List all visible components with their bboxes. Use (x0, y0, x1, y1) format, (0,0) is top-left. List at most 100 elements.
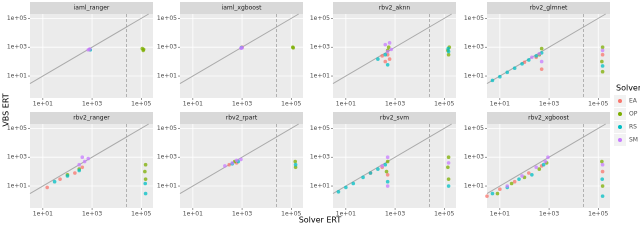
y-tick-label: 1e+01 (464, 73, 484, 80)
point (534, 165, 538, 170)
facet-title: rbv2_ranger (73, 115, 110, 122)
y-tick-label: 1e+05 (157, 15, 177, 22)
point (600, 194, 605, 198)
y-tick-label: 1e+03 (157, 44, 177, 51)
x-axis-label: Solver ERT (299, 216, 342, 225)
x-tick-label: 1e+05 (281, 101, 301, 108)
point (600, 64, 605, 68)
point (383, 59, 388, 64)
point (541, 162, 546, 167)
y-tick-label: 1e+03 (7, 154, 27, 161)
legend-marker (618, 112, 622, 116)
point (376, 167, 380, 171)
point (600, 184, 605, 188)
x-tick-label: 1e+03 (539, 211, 559, 218)
point (385, 173, 390, 177)
point (537, 167, 542, 171)
y-tick-label: 1e+05 (7, 125, 27, 132)
legend-label: OP (629, 111, 638, 118)
y-tick-label: 1e+03 (310, 154, 330, 161)
y-tick-label: 1e+03 (464, 44, 484, 51)
legend-title: Solver (616, 84, 640, 93)
point (239, 157, 243, 162)
x-tick-label: 1e+03 (82, 101, 102, 108)
x-tick-label: 1e+03 (385, 211, 405, 218)
point (600, 52, 605, 57)
point (498, 187, 502, 192)
legend-label: EA (629, 98, 638, 105)
strip (487, 2, 610, 14)
strip (180, 2, 303, 14)
point (86, 156, 91, 161)
point (512, 66, 517, 70)
facet-title: iaml_ranger (74, 5, 110, 12)
chart: Solver ERT VBS ERT Solver iaml_ranger 1e+… (2, 2, 640, 225)
panel (30, 124, 153, 208)
point (495, 191, 500, 196)
y-tick-label: 1e+05 (464, 125, 484, 132)
point (446, 184, 451, 188)
point (600, 48, 605, 53)
point (383, 52, 388, 57)
point (77, 168, 81, 173)
strip (30, 2, 153, 14)
point (143, 162, 148, 167)
point (293, 159, 298, 164)
x-tick-label: 1e+03 (385, 101, 405, 108)
point (530, 55, 534, 60)
x-tick-label: 1e+03 (82, 211, 102, 218)
point (387, 57, 392, 61)
y-tick-label: 1e+01 (310, 73, 330, 80)
point (361, 175, 365, 180)
point (293, 162, 298, 167)
x-tick-label: 1e+03 (232, 211, 252, 218)
legend-label: SM (629, 137, 638, 144)
x-tick-label: 1e+01 (490, 101, 510, 108)
point (143, 191, 148, 196)
point (600, 169, 605, 174)
point (534, 54, 538, 58)
point (143, 181, 148, 186)
y-tick-label: 1e+01 (310, 183, 330, 190)
point (383, 42, 388, 47)
y-tick-label: 1e+03 (310, 44, 330, 51)
point (520, 62, 524, 66)
point (526, 171, 531, 175)
point (45, 185, 49, 190)
point (543, 159, 548, 164)
point (446, 46, 451, 51)
point (293, 165, 298, 170)
x-tick-label: 1e+05 (131, 101, 151, 108)
point (446, 177, 451, 181)
point (520, 174, 524, 178)
point (234, 158, 239, 163)
legend-marker (618, 125, 622, 129)
point (505, 70, 510, 75)
y-tick-label: 1e+03 (157, 154, 177, 161)
panel (333, 124, 456, 208)
point (336, 189, 341, 194)
point (65, 174, 70, 178)
point (539, 59, 544, 64)
point (383, 162, 388, 167)
point (380, 164, 385, 168)
panel (333, 14, 456, 98)
point (446, 161, 451, 165)
facet-title: rbv2_rpart (226, 115, 258, 122)
y-tick-label: 1e+01 (464, 183, 484, 190)
strip (333, 2, 456, 14)
point (385, 63, 390, 67)
y-axis-label: VBS ERT (2, 93, 11, 126)
panel (30, 14, 153, 98)
point (600, 69, 605, 74)
legend-label: RS (629, 124, 637, 131)
x-tick-label: 1e+05 (131, 211, 151, 218)
point (600, 162, 605, 167)
point (539, 46, 544, 51)
y-tick-label: 1e+05 (310, 15, 330, 22)
y-tick-label: 1e+05 (7, 15, 27, 22)
point (368, 171, 373, 175)
point (446, 49, 451, 54)
legend-marker (618, 138, 622, 142)
point (600, 59, 604, 64)
